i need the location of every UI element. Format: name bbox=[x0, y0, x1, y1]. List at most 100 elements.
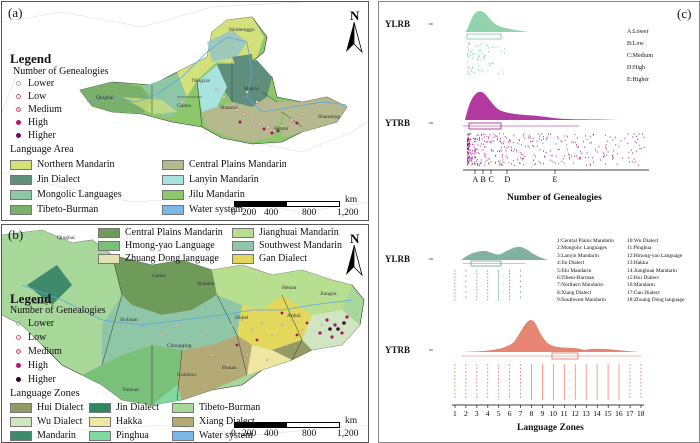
data-point bbox=[634, 161, 636, 163]
data-point bbox=[487, 279, 489, 282]
color-swatch bbox=[89, 430, 111, 441]
north-arrow-label: N bbox=[350, 231, 360, 246]
data-point bbox=[615, 136, 616, 139]
data-point bbox=[468, 133, 469, 135]
color-swatch bbox=[10, 189, 32, 200]
data-point bbox=[482, 42, 484, 45]
data-point bbox=[543, 150, 544, 152]
data-point bbox=[574, 386, 576, 388]
data-point bbox=[585, 386, 587, 388]
data-point bbox=[545, 138, 547, 141]
data-point bbox=[487, 276, 489, 278]
data-point bbox=[468, 161, 470, 164]
data-point bbox=[631, 160, 633, 163]
x-tick-label: 17 bbox=[626, 409, 634, 418]
data-point bbox=[477, 144, 479, 146]
data-point bbox=[454, 298, 456, 301]
data-point bbox=[467, 148, 468, 151]
data-point bbox=[596, 388, 598, 390]
data-point bbox=[641, 147, 642, 150]
data-point bbox=[621, 157, 623, 159]
yangtze-river-basin-map bbox=[2, 229, 368, 436]
data-point bbox=[542, 378, 543, 380]
data-point bbox=[528, 146, 530, 149]
data-point bbox=[481, 134, 482, 137]
data-point bbox=[595, 149, 596, 151]
data-point bbox=[543, 162, 544, 165]
data-point bbox=[469, 138, 471, 140]
data-point bbox=[511, 163, 512, 165]
data-point bbox=[531, 380, 532, 382]
data-point bbox=[596, 382, 598, 384]
data-point bbox=[509, 371, 511, 373]
data-point bbox=[618, 364, 620, 366]
zone-key-item: 8:Xiang Dialect bbox=[557, 289, 592, 296]
data-point bbox=[552, 372, 554, 374]
data-point bbox=[468, 148, 470, 151]
data-point bbox=[607, 380, 609, 382]
data-point bbox=[509, 396, 511, 398]
data-point bbox=[468, 67, 470, 69]
data-point bbox=[509, 270, 511, 272]
data-point bbox=[604, 134, 606, 136]
data-point bbox=[568, 153, 570, 155]
data-point bbox=[550, 159, 552, 161]
data-point bbox=[531, 374, 532, 376]
data-point bbox=[560, 139, 562, 142]
data-point bbox=[520, 270, 521, 272]
x-tick-label: D bbox=[505, 175, 511, 184]
data-point bbox=[499, 160, 501, 163]
river-lines bbox=[21, 284, 353, 326]
data-point bbox=[552, 376, 554, 378]
data-point bbox=[467, 138, 468, 141]
data-point bbox=[495, 135, 496, 137]
data-point bbox=[605, 144, 607, 146]
dot-icon bbox=[16, 107, 21, 112]
data-point bbox=[629, 385, 631, 388]
panel-a-label: (a) bbox=[8, 5, 23, 20]
data-point bbox=[542, 366, 543, 368]
data-point bbox=[592, 157, 594, 159]
data-point bbox=[629, 161, 631, 163]
data-point bbox=[555, 143, 557, 145]
data-point bbox=[532, 145, 534, 148]
data-point bbox=[531, 394, 532, 396]
data-point bbox=[509, 279, 511, 282]
data-point bbox=[546, 136, 548, 139]
data-point bbox=[494, 155, 496, 157]
data-point bbox=[498, 389, 500, 391]
data-point bbox=[494, 46, 496, 48]
place-label: Shaanxi bbox=[197, 281, 215, 287]
data-point bbox=[480, 159, 482, 161]
data-point bbox=[569, 154, 570, 156]
data-point bbox=[542, 396, 543, 398]
data-point bbox=[511, 149, 512, 151]
x-tick-label: 10 bbox=[549, 409, 557, 418]
data-point bbox=[499, 150, 500, 153]
dot-icon bbox=[16, 335, 21, 340]
data-point bbox=[488, 62, 490, 65]
x-axis-title-top: Number of Genealogies bbox=[507, 193, 602, 203]
data-point bbox=[607, 390, 609, 392]
data-point bbox=[629, 389, 631, 391]
place-label: Henan bbox=[274, 126, 289, 132]
data-point bbox=[639, 147, 641, 150]
data-point bbox=[616, 152, 618, 155]
color-swatch bbox=[10, 416, 32, 427]
data-point bbox=[467, 66, 468, 68]
data-point bbox=[532, 137, 534, 140]
data-point bbox=[508, 141, 510, 143]
data-point bbox=[514, 164, 516, 167]
data-point bbox=[574, 390, 576, 392]
x-tick-label: 6 bbox=[508, 409, 512, 418]
data-point bbox=[611, 158, 613, 161]
data-point bbox=[498, 371, 500, 373]
data-point bbox=[574, 384, 576, 386]
data-point bbox=[498, 160, 499, 163]
data-point bbox=[469, 42, 470, 44]
data-point bbox=[512, 159, 514, 162]
scale-unit: km bbox=[345, 195, 358, 205]
data-point bbox=[472, 162, 473, 165]
data-point bbox=[502, 69, 504, 71]
data-point bbox=[509, 276, 511, 278]
